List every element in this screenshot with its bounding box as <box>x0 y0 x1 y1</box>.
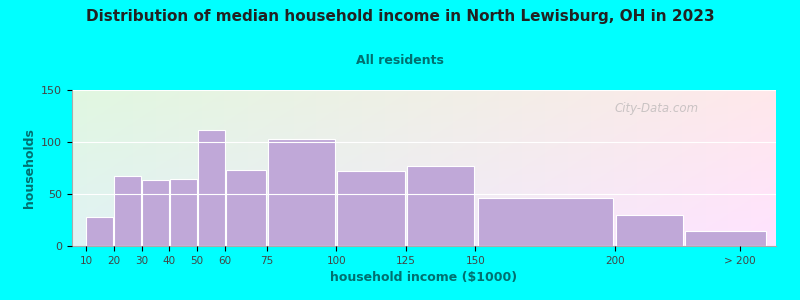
Bar <box>226 170 266 246</box>
Text: All residents: All residents <box>356 54 444 67</box>
Bar <box>686 231 766 246</box>
Bar <box>616 215 683 246</box>
Bar <box>86 217 114 246</box>
Text: City-Data.com: City-Data.com <box>614 102 698 115</box>
Bar <box>407 166 474 246</box>
Y-axis label: households: households <box>22 128 36 208</box>
Bar <box>170 179 197 246</box>
Bar <box>114 176 141 246</box>
Bar <box>478 198 613 246</box>
Bar <box>142 181 169 246</box>
Bar <box>268 139 335 246</box>
Bar <box>198 130 225 246</box>
Bar <box>338 171 405 246</box>
Text: Distribution of median household income in North Lewisburg, OH in 2023: Distribution of median household income … <box>86 9 714 24</box>
X-axis label: household income ($1000): household income ($1000) <box>330 271 518 284</box>
